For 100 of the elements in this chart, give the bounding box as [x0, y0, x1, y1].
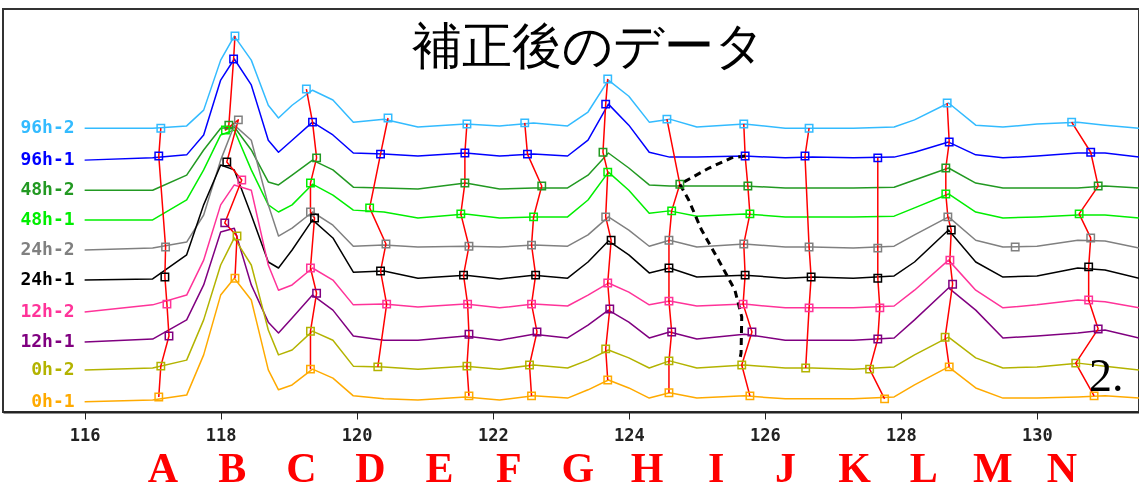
x-tick-label: 128	[886, 424, 917, 445]
point	[601, 212, 611, 222]
point	[1086, 147, 1096, 157]
point	[1084, 295, 1094, 305]
point	[464, 329, 474, 339]
point	[306, 263, 315, 273]
point	[232, 231, 242, 241]
point	[463, 299, 473, 309]
point	[376, 149, 385, 159]
point	[156, 123, 166, 133]
x-tick-label: 130	[1022, 424, 1053, 445]
point	[601, 344, 611, 354]
point	[383, 113, 393, 123]
text: A	[147, 445, 179, 489]
point	[603, 74, 613, 84]
point	[1071, 358, 1081, 368]
x-tick-label: 126	[750, 424, 781, 445]
text: M	[973, 445, 1013, 489]
point	[662, 114, 672, 124]
point	[164, 331, 174, 341]
series-label: 96h-2	[20, 116, 75, 138]
point	[537, 181, 547, 191]
point	[531, 270, 541, 280]
series-label: 48h-2	[20, 178, 75, 200]
point	[160, 272, 170, 282]
text: K	[838, 445, 872, 489]
point	[739, 119, 749, 129]
point	[603, 375, 613, 385]
point	[306, 178, 315, 188]
point	[1093, 181, 1103, 191]
series-label: 24h-1	[20, 268, 75, 290]
point	[306, 326, 315, 336]
series-label: 96h-1	[20, 148, 75, 170]
point	[945, 255, 955, 265]
text: C	[286, 445, 317, 489]
point	[527, 299, 536, 309]
x-tick-label: 122	[477, 424, 509, 445]
point	[525, 360, 534, 370]
point	[230, 273, 240, 283]
point	[606, 235, 616, 245]
point	[873, 273, 883, 283]
point	[1086, 233, 1096, 243]
point	[873, 334, 883, 344]
point	[312, 153, 322, 163]
point	[464, 391, 474, 401]
point	[382, 299, 392, 309]
text: D	[355, 445, 386, 489]
point	[740, 270, 750, 280]
point	[806, 272, 816, 282]
point	[944, 362, 954, 372]
point	[804, 303, 814, 313]
point	[306, 364, 315, 374]
point	[865, 364, 875, 374]
point	[873, 153, 883, 163]
text: E	[425, 445, 454, 489]
point	[520, 118, 530, 128]
point	[804, 123, 814, 133]
point	[1074, 209, 1084, 219]
point	[532, 327, 542, 337]
series-label: 0h-1	[31, 389, 75, 411]
point	[598, 147, 608, 157]
point	[237, 175, 247, 185]
point	[940, 332, 950, 342]
point	[156, 361, 166, 371]
point	[459, 270, 468, 280]
point	[739, 239, 749, 249]
text: B	[218, 445, 247, 489]
point	[376, 266, 385, 276]
point	[941, 189, 951, 199]
point	[365, 203, 375, 213]
point	[523, 149, 532, 159]
series-label: 0h-2	[31, 357, 75, 379]
point	[667, 327, 677, 337]
point	[880, 394, 890, 404]
text: N	[1046, 445, 1078, 489]
point	[154, 392, 164, 402]
point	[605, 304, 615, 314]
point	[948, 279, 958, 289]
point	[667, 206, 677, 216]
point	[941, 163, 951, 173]
point	[745, 391, 755, 401]
point	[154, 151, 164, 161]
series-label: 24h-2	[20, 237, 75, 259]
point	[220, 125, 230, 135]
point	[804, 242, 814, 252]
point	[162, 299, 172, 309]
text: G	[561, 445, 595, 489]
point	[308, 117, 317, 127]
point	[161, 242, 171, 252]
point	[601, 99, 611, 109]
point	[944, 137, 954, 147]
text: L	[909, 445, 938, 489]
point	[527, 391, 536, 401]
point	[664, 296, 674, 306]
point	[1010, 242, 1020, 252]
point	[462, 119, 472, 129]
point	[460, 178, 470, 188]
point	[664, 235, 674, 245]
point	[664, 388, 674, 398]
point	[664, 356, 674, 366]
